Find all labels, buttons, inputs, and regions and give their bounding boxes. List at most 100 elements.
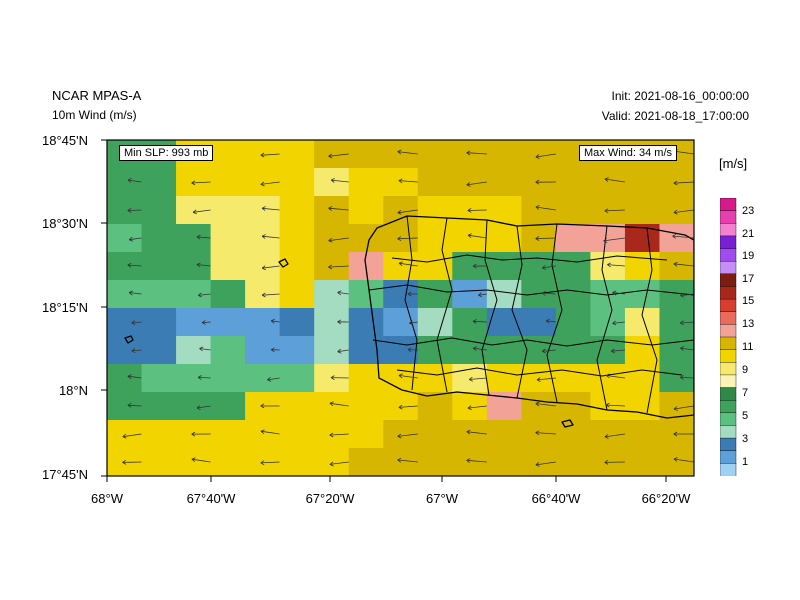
wind-speed-cell [486,168,522,197]
wind-speed-cell [141,448,177,476]
wind-vector-arrow [398,178,418,184]
wind-speed-cell [348,448,384,476]
wind-vector-arrow [397,457,418,463]
wind-speed-cell [245,168,281,197]
wind-vector-arrow [131,320,142,326]
wind-vector-arrow [673,431,694,437]
wind-vector-arrow [535,401,556,407]
wind-vector-arrow [270,347,280,353]
wind-speed-cell [314,280,350,309]
colorbar [720,198,737,476]
wind-speed-cell [210,196,246,225]
wind-vector-arrow [197,375,211,380]
wind-vector-arrow [127,402,142,408]
lon-label: 67°W [426,491,458,506]
wind-vector-arrow [535,461,556,467]
wind-vector-arrow [191,431,211,437]
wind-vector-arrow [330,375,349,381]
wind-speed-cell [590,252,626,281]
wind-speed-cell [417,448,453,476]
wind-vector-arrow [604,177,625,183]
wind-vector-arrow [196,234,211,240]
wind-speed-cell [452,168,488,197]
wind-speed-cell [210,420,246,449]
wind-speed-cell [383,252,419,281]
init-time: Init: 2021-08-16_00:00:00 [611,89,749,103]
wind-speed-cell [383,308,419,337]
wind-vector-arrow [468,376,487,382]
wind-speed-cell [107,224,143,253]
wind-vector-arrow [397,236,418,242]
wind-speed-cell [521,448,557,476]
wind-vector-arrow [127,374,142,380]
wind-speed-cell [314,448,350,476]
colorbar-swatch [720,425,737,439]
wind-speed-cell [521,392,557,421]
municipal-boundary-central [481,219,563,403]
wind-speed-cell [141,252,177,281]
wind-speed-cell [176,224,212,253]
wind-vector-arrow [337,319,349,325]
wind-speed-cell [279,196,315,225]
colorbar-swatch [720,298,737,313]
colorbar-swatch [720,198,737,212]
colorbar-swatch [720,374,737,389]
lon-label: 68°W [91,491,123,506]
wind-vector-arrow [541,348,556,354]
wind-vector-arrow [680,292,694,298]
wind-speed-cell [659,364,694,393]
wind-speed-cell [141,224,177,253]
colorbar-swatch [720,273,737,287]
wind-speed-cell [279,224,315,253]
wind-vector-arrow [466,150,487,156]
colorbar-label: 5 [742,410,749,422]
wind-speed-cell [417,392,453,421]
wind-vector-arrow [610,348,625,354]
wind-vector-arrow [679,320,694,326]
wind-speed-cell [348,168,384,197]
wind-speed-cell [107,392,143,421]
wind-vector-arrow [673,405,694,411]
wind-vector-arrow [466,181,487,187]
wind-vector-arrow [541,290,556,296]
wind-vector-arrow [612,320,625,326]
wind-vector-arrow [267,376,280,382]
wind-speed-cell [314,392,350,421]
wind-speed-cell [176,252,212,281]
wind-vector-arrow [673,209,694,215]
wind-vector-arrow [328,206,349,211]
wind-vector-arrow [541,265,556,270]
wind-speed-cell [141,308,177,337]
wind-vector-arrow [191,180,211,186]
wind-speed-cell [486,196,522,225]
wind-vector-arrow [467,207,487,213]
lon-label: 66°20'W [641,491,691,506]
wind-speed-cell [417,420,453,449]
wind-vector-arrow [679,375,694,380]
wind-speed-cell [521,252,557,281]
colorbar-label: 23 [742,205,755,217]
wind-speed-cell [452,420,488,449]
min-slp-label: Min SLP: 993 mb [119,145,214,161]
colorbar-swatch [720,336,737,351]
wind-speed-cell [383,140,419,169]
wind-vector-arrow [472,319,487,324]
wind-speed-cell [141,196,177,225]
wind-vector-arrow [127,262,142,268]
colorbar-label: 13 [742,318,755,330]
wind-speed-cell [624,420,660,449]
wind-vector-arrow [398,261,418,267]
wind-speed-cell [210,336,246,365]
colorbar-label: 15 [742,295,755,307]
wind-speed-cell [348,280,384,309]
wind-speed-cell [348,196,384,225]
wind-speed-cell [555,168,591,197]
wind-speed-cell [245,364,281,393]
colorbar-swatch [720,223,737,237]
wind-speed-cell [521,140,557,169]
wind-speed-cell [486,252,522,281]
wind-vector-arrow [329,401,349,407]
wind-speed-cell [314,336,350,365]
wind-vector-arrow [467,233,487,239]
lat-label: 18°15'N [42,300,88,315]
